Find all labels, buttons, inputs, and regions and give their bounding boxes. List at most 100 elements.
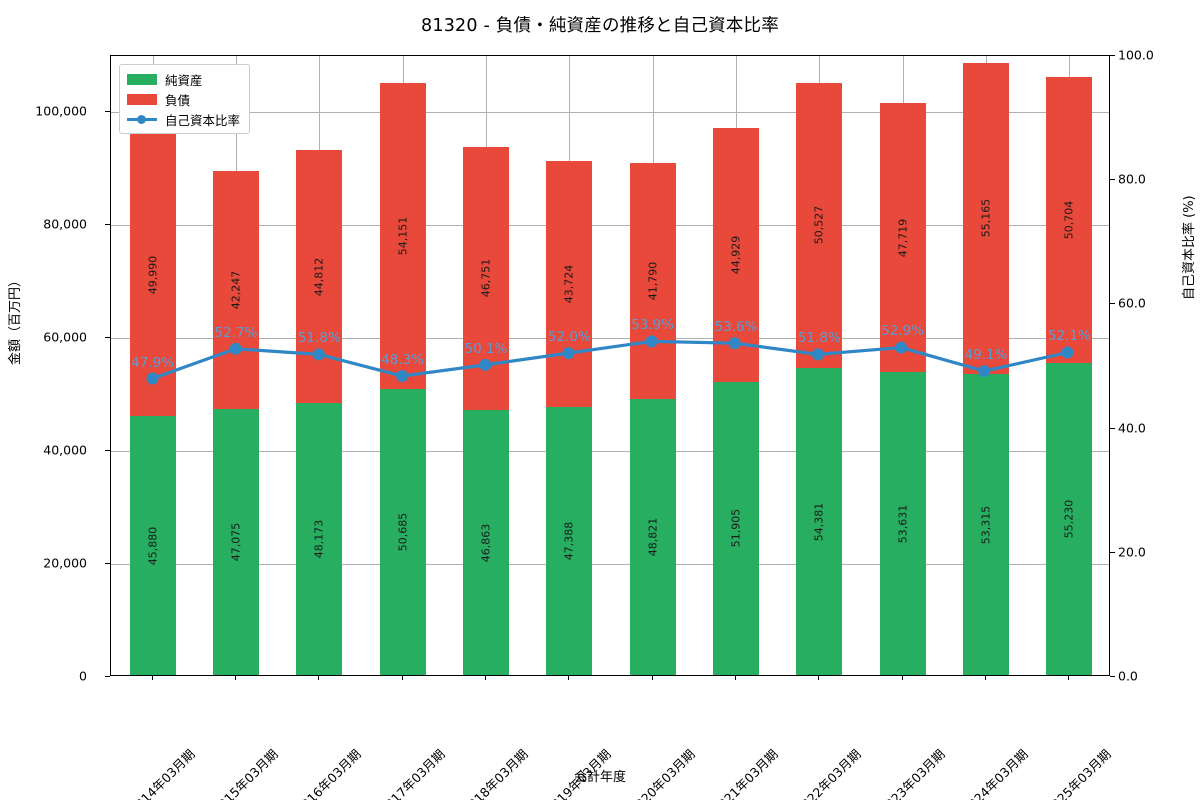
y-axis-right-tick-mark: [1110, 179, 1115, 181]
bar-value-label-liability: 42,247: [229, 270, 243, 310]
bar-group[interactable]: 47,388 43,724: [546, 160, 593, 675]
y-axis-left-tick-label: 100,000: [35, 103, 87, 119]
bar-group[interactable]: 45,880 49,990: [129, 133, 176, 675]
legend-label-equity: 純資産: [165, 72, 203, 88]
bar-segment-equity[interactable]: 47,388: [546, 407, 593, 675]
legend-label-ratio: 自己資本比率: [165, 112, 241, 128]
y-axis-right-tick-mark: [1110, 427, 1115, 429]
bar-group[interactable]: 51,905 44,929: [713, 128, 759, 675]
bar-segment-liability[interactable]: 54,151: [379, 83, 426, 389]
y-axis-right-tick-label: 0.0: [1118, 668, 1138, 684]
x-axis-tick-mark: [1068, 676, 1070, 680]
bar-value-label-equity: 53,315: [979, 505, 993, 544]
bar-group[interactable]: 48,173 44,812: [296, 150, 343, 675]
plot-inner: 45,880 49,990 47,075 42,247 48,173 44,812 50,6…: [111, 56, 1109, 675]
bar-value-label-liability: 43,724: [562, 264, 576, 304]
x-axis-tick-mark: [485, 676, 486, 680]
bar-value-label-liability: 55,165: [979, 199, 993, 238]
y-axis-right-tick-mark: [1110, 55, 1115, 56]
bar-segment-liability[interactable]: 49,990: [129, 133, 176, 416]
y-axis-right-tick-label: 60.0: [1118, 295, 1146, 311]
x-axis-tick-mark: [818, 676, 820, 680]
bar-value-label-equity: 47,388: [562, 521, 576, 561]
bar-segment-liability[interactable]: 43,724: [546, 160, 593, 408]
bar-segment-equity[interactable]: 45,880: [129, 416, 176, 675]
bar-value-label-equity: 55,230: [1062, 499, 1076, 539]
y-axis-left-tick-label: 40,000: [43, 442, 87, 458]
bar-segment-equity[interactable]: 53,315: [963, 374, 1009, 675]
y-axis-right-tick-mark: [1110, 676, 1115, 677]
bar-value-label-liability: 49,990: [146, 255, 160, 295]
bar-value-label-equity: 45,880: [146, 526, 160, 565]
ratio-line-chart: [146, 335, 1074, 385]
bar-segment-equity[interactable]: 46,863: [463, 410, 509, 675]
bar-value-label-equity: 53,631: [896, 504, 910, 543]
y-axis-right-tick-label: 80.0: [1118, 171, 1146, 187]
bar-segment-liability[interactable]: 44,929: [713, 128, 759, 382]
y-axis-right-tick-label: 20.0: [1118, 544, 1146, 560]
bar-segment-liability[interactable]: 50,704: [1046, 76, 1093, 364]
bar-segment-liability[interactable]: 41,790: [629, 163, 676, 400]
gridline-horizontal: [111, 112, 1109, 114]
bar-value-label-equity: 47,075: [229, 522, 243, 562]
legend-item-equity: 純資産: [127, 71, 240, 88]
bar-segment-liability[interactable]: 47,719: [879, 102, 926, 373]
bar-segment-equity[interactable]: 53,631: [879, 372, 926, 675]
bar-group[interactable]: 53,631 47,719: [879, 102, 926, 675]
bar-segment-equity[interactable]: 50,685: [379, 388, 426, 675]
y-axis-label-right: 自己資本比率 (%): [1182, 195, 1197, 300]
legend-item-liability: 負債: [127, 91, 240, 108]
legend-swatch-equity: [127, 73, 157, 85]
bar-segment-liability[interactable]: 42,247: [213, 170, 259, 410]
gridline-horizontal: [111, 564, 1109, 566]
bar-value-label-equity: 48,821: [646, 517, 660, 557]
gridline-horizontal: [111, 225, 1109, 227]
bar-value-label-liability: 44,812: [312, 257, 326, 296]
plot-area: 45,880 49,990 47,075 42,247 48,173 44,812 50,6…: [110, 55, 1110, 676]
y-axis-left-tick-mark: [105, 224, 110, 226]
bar-segment-equity[interactable]: 54,381: [796, 368, 843, 675]
y-axis-left-tick-mark: [105, 337, 110, 339]
bar-group[interactable]: 48,821 41,790: [629, 163, 676, 675]
bar-value-label-liability: 54,151: [396, 216, 410, 256]
bar-group[interactable]: 54,381 50,527: [796, 82, 843, 675]
bar-segment-equity[interactable]: 48,173: [296, 403, 343, 675]
x-axis-label: 会計年度: [573, 770, 626, 785]
x-axis-tick-mark: [401, 676, 403, 680]
x-axis-tick-mark: [151, 676, 153, 680]
bar-value-label-equity: 54,381: [812, 502, 826, 541]
x-axis-tick-mark: [735, 676, 736, 680]
bar-value-label-liability: 41,790: [646, 262, 660, 301]
bar-segment-equity[interactable]: 47,075: [213, 409, 259, 675]
y-axis-right-tick-mark: [1110, 303, 1115, 305]
x-axis-tick-mark: [318, 676, 320, 680]
bar-group[interactable]: 50,685 54,151: [379, 83, 426, 675]
bar-segment-liability[interactable]: 44,812: [296, 150, 343, 404]
legend-swatch-liability: [127, 93, 157, 105]
bar-value-label-liability: 50,704: [1062, 200, 1076, 240]
ratio-line-path: [150, 339, 1070, 381]
bar-value-label-liability: 50,527: [812, 206, 826, 245]
bar-group[interactable]: 46,863 46,751: [463, 146, 509, 675]
x-axis-tick-mark: [568, 676, 570, 680]
y-axis-left-tick-mark: [105, 111, 110, 113]
bar-group[interactable]: 53,315 55,165: [963, 62, 1009, 675]
bar-segment-liability[interactable]: 50,527: [796, 82, 843, 368]
bar-value-label-equity: 51,905: [729, 509, 743, 548]
bar-value-label-equity: 46,863: [479, 523, 493, 562]
gridline-horizontal: [111, 338, 1109, 340]
chart-legend: 純資産 負債 自己資本比率: [119, 64, 251, 134]
legend-item-ratio: 自己資本比率: [127, 111, 241, 128]
bar-segment-equity[interactable]: 48,821: [629, 399, 676, 675]
y-axis-left-tick-label: 0: [79, 668, 87, 684]
bar-segment-equity[interactable]: 51,905: [713, 381, 759, 675]
x-axis-tick-mark: [901, 676, 903, 680]
y-axis-right-tick-label: 40.0: [1118, 420, 1146, 436]
bar-group[interactable]: 47,075 42,247: [213, 170, 259, 675]
bar-value-label-equity: 50,685: [396, 512, 410, 552]
bar-segment-equity[interactable]: 55,230: [1046, 363, 1093, 675]
bar-segment-liability[interactable]: 46,751: [463, 146, 509, 411]
bar-group[interactable]: 55,230 50,704: [1046, 76, 1093, 675]
bar-segment-liability[interactable]: 55,165: [963, 62, 1009, 375]
